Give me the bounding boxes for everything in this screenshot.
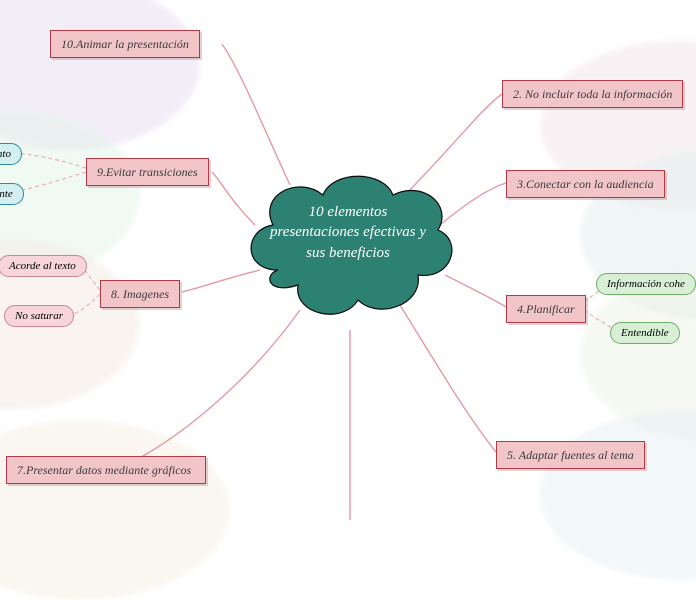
background-blob	[540, 410, 696, 580]
subnode-s_mi[interactable]: miento	[0, 143, 22, 165]
branch-n3[interactable]: 3.Conectar con la audiencia	[506, 170, 665, 198]
branch-n2[interactable]: 2. No incluir toda la información	[502, 80, 683, 108]
center-node[interactable]: 10 elementos presentaciones efectivas y …	[233, 160, 463, 330]
subnode-s_ent[interactable]: Entendible	[610, 322, 680, 344]
branch-n5[interactable]: 5. Adaptar fuentes al tema	[496, 441, 645, 469]
center-title: 10 elementos presentaciones efectivas y …	[263, 202, 433, 263]
branch-n7[interactable]: 7.Presentar datos mediante gráficos	[6, 456, 206, 484]
subnode-s_info[interactable]: Información cohe	[596, 273, 696, 295]
background-blob	[0, 420, 230, 600]
branch-n10[interactable]: 10.Animar la presentación	[50, 30, 200, 58]
branch-n8[interactable]: 8. Imagenes	[100, 280, 180, 308]
branch-n4[interactable]: 4.Planificar	[506, 295, 586, 323]
subnode-s_amen[interactable]: amente	[0, 183, 24, 205]
branch-n9[interactable]: 9.Evitar transiciones	[86, 158, 209, 186]
subnode-s_acord[interactable]: Acorde al texto	[0, 255, 87, 277]
subnode-s_nosat[interactable]: No saturar	[4, 305, 74, 327]
